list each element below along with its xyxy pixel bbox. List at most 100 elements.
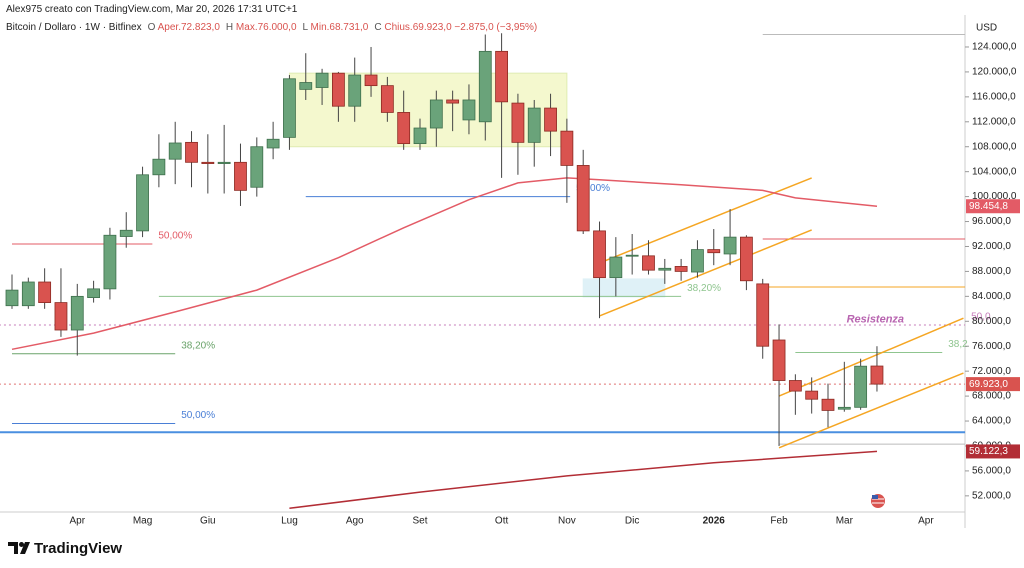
candle-body — [723, 236, 737, 255]
trend-line — [778, 372, 964, 449]
price-marker-label: 59.122,3 — [969, 446, 1008, 457]
candle-body — [527, 107, 541, 143]
candle-body — [413, 127, 427, 145]
y-tick-label: 80.000,0 — [972, 316, 1011, 327]
candle-body — [772, 339, 786, 381]
candle-body — [854, 365, 868, 408]
field-value: Aper.72.823,0 — [157, 22, 220, 33]
field-value: Chius.69.923,0 — [384, 22, 452, 33]
candle-body — [21, 281, 35, 307]
x-tick-label: Lug — [281, 516, 298, 527]
candle-body — [136, 174, 149, 232]
y-tick-label: 124.000,0 — [972, 42, 1017, 53]
price-marker — [966, 444, 1020, 459]
candle-body — [625, 254, 639, 257]
candle-body — [87, 288, 100, 298]
candle-body — [478, 50, 492, 123]
price-marker-label: 69.923,0 — [969, 379, 1008, 390]
candle-body — [707, 249, 721, 254]
brand: TradingView — [34, 540, 122, 557]
candle-body — [495, 50, 509, 103]
plot-area: 50,00% 38,20% 50,00% 50,00% 38,20% 38,2 50,0 Re… — [0, 33, 991, 510]
x-tick-label: Giu — [200, 516, 216, 527]
candle-body — [152, 158, 166, 176]
field-key: O — [147, 22, 156, 33]
y-tick-label: 96.000,0 — [972, 216, 1011, 227]
y-tick-label: 116.000,0 — [972, 91, 1016, 102]
candle-body — [446, 99, 460, 104]
candle-body — [70, 295, 84, 331]
y-tick-label: 68.000,0 — [972, 391, 1011, 402]
field-value: Min.68.731,0 — [310, 22, 369, 33]
x-tick-label: Feb — [770, 516, 788, 527]
y-tick-label: 52.000,0 — [972, 490, 1011, 501]
x-tick-label: Mar — [836, 516, 854, 527]
candle-body — [870, 365, 884, 385]
fib-label: 50,0 — [971, 312, 991, 323]
candle-body — [642, 255, 655, 271]
field-key: H — [225, 22, 234, 33]
candle-body — [38, 281, 52, 303]
candle-body — [103, 234, 117, 290]
candle-body — [837, 406, 851, 410]
fib-label: 38,20% — [181, 340, 215, 351]
field-key: L — [302, 22, 308, 33]
change: −2.875,0 (−3,95%) — [454, 22, 538, 33]
candle-body — [234, 161, 247, 191]
candle-body — [315, 72, 329, 88]
candle-body — [185, 141, 198, 163]
y-tick-label: 120.000,0 — [972, 67, 1017, 78]
candle-body — [5, 289, 19, 307]
candle-body — [788, 380, 802, 392]
candle-body — [348, 74, 362, 107]
field-key: C — [374, 22, 382, 33]
price-marker-label: 98.454,8 — [969, 201, 1008, 212]
candle-body — [429, 99, 443, 129]
x-tick-label: Ago — [346, 516, 364, 527]
candle-body — [805, 390, 819, 400]
candle-body — [462, 99, 476, 121]
candle-body — [54, 302, 68, 331]
fib-label: 38,20% — [687, 283, 721, 294]
x-tick-label: Apr — [69, 516, 85, 527]
candle-body — [511, 102, 525, 143]
candle-body — [380, 85, 394, 113]
candle-body — [331, 72, 345, 107]
credit: Alex975 creato con TradingView.com, Mar … — [6, 4, 298, 15]
legend-line: Bitcoin / Dollaro · 1W · Bitfinex O Aper.… — [6, 22, 537, 33]
ohlc-fields: O Aper.72.823,0 H Max.76.000,0 L Min.68.73… — [142, 22, 452, 33]
x-tick-label: 2026 — [703, 516, 726, 527]
y-tick-label: 56.000,0 — [972, 466, 1011, 477]
flag-icon — [871, 494, 885, 508]
trend-line — [599, 177, 812, 264]
candle-body — [821, 398, 835, 411]
x-tick-label: Apr — [918, 516, 934, 527]
candle-body — [397, 112, 411, 145]
x-tick-label: Dic — [625, 516, 639, 527]
x-tick-label: Ott — [495, 516, 509, 527]
fib-label: 50,00% — [576, 183, 610, 194]
candle-body — [299, 82, 313, 90]
fib-label: 38,2 — [948, 339, 968, 350]
candle-body — [119, 229, 133, 237]
y-tick-label: 108.000,0 — [972, 141, 1017, 152]
y-tick-label: 88.000,0 — [972, 266, 1011, 277]
candle-body — [201, 161, 215, 164]
symbol: Bitcoin / Dollaro · 1W · Bitfinex — [6, 22, 142, 33]
x-tick-label: Nov — [558, 516, 576, 527]
annotation: Resistenza — [847, 313, 904, 325]
candle-body — [658, 267, 672, 271]
moving-average — [289, 450, 878, 510]
moving-average — [11, 177, 878, 351]
trend-line — [778, 317, 964, 397]
price-marker — [966, 377, 1020, 392]
candle-body — [560, 130, 574, 166]
candle-body — [593, 230, 606, 279]
candle-body — [674, 266, 688, 272]
fib-label: 50,00% — [181, 410, 215, 421]
y-tick-label: 72.000,0 — [972, 366, 1011, 377]
candle-body — [266, 138, 280, 149]
y-tick-label: 92.000,0 — [972, 241, 1011, 252]
